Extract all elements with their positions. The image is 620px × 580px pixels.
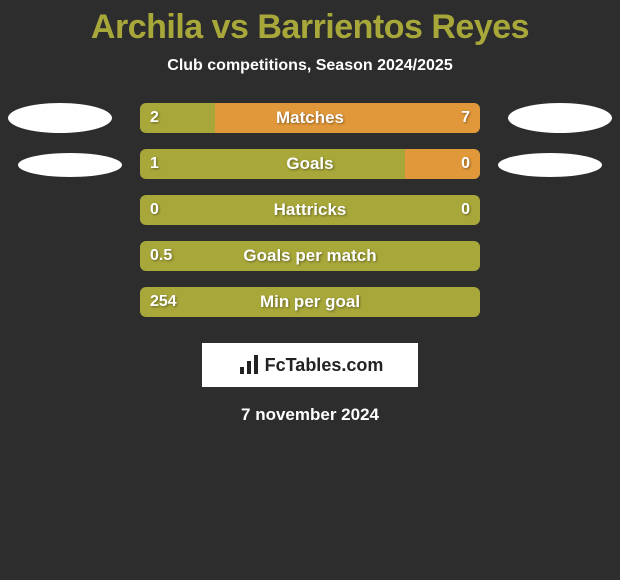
- stat-label: Min per goal: [140, 287, 480, 317]
- stat-value-right: 0: [461, 195, 470, 225]
- stat-bar: 1 Goals 0: [140, 149, 480, 179]
- player-marker-right: [498, 153, 602, 177]
- footer-logo: FcTables.com: [202, 343, 418, 387]
- stat-label: Hattricks: [140, 195, 480, 225]
- stat-label: Matches: [140, 103, 480, 133]
- stat-label: Goals: [140, 149, 480, 179]
- player-marker-left: [18, 153, 122, 177]
- stat-row-matches: 2 Matches 7: [0, 103, 620, 149]
- comparison-infographic: Archila vs Barrientos Reyes Club competi…: [0, 0, 620, 580]
- stat-row-goals: 1 Goals 0: [0, 149, 620, 195]
- stat-row-goals-per-match: 0.5 Goals per match: [0, 241, 620, 287]
- stat-bar: 254 Min per goal: [140, 287, 480, 317]
- page-subtitle: Club competitions, Season 2024/2025: [0, 57, 620, 75]
- stat-row-hattricks: 0 Hattricks 0: [0, 195, 620, 241]
- page-title: Archila vs Barrientos Reyes: [0, 8, 620, 47]
- stat-value-right: 0: [461, 149, 470, 179]
- stat-row-min-per-goal: 254 Min per goal: [0, 287, 620, 333]
- stat-value-right: 7: [461, 103, 470, 133]
- player-marker-right: [508, 103, 612, 133]
- footer-date: 7 november 2024: [0, 405, 620, 425]
- stat-label: Goals per match: [140, 241, 480, 271]
- bar-chart-icon: [237, 353, 261, 377]
- footer-logo-text: FcTables.com: [265, 355, 384, 376]
- player-marker-left: [8, 103, 112, 133]
- stat-bar: 0.5 Goals per match: [140, 241, 480, 271]
- stat-bar: 0 Hattricks 0: [140, 195, 480, 225]
- stat-bar: 2 Matches 7: [140, 103, 480, 133]
